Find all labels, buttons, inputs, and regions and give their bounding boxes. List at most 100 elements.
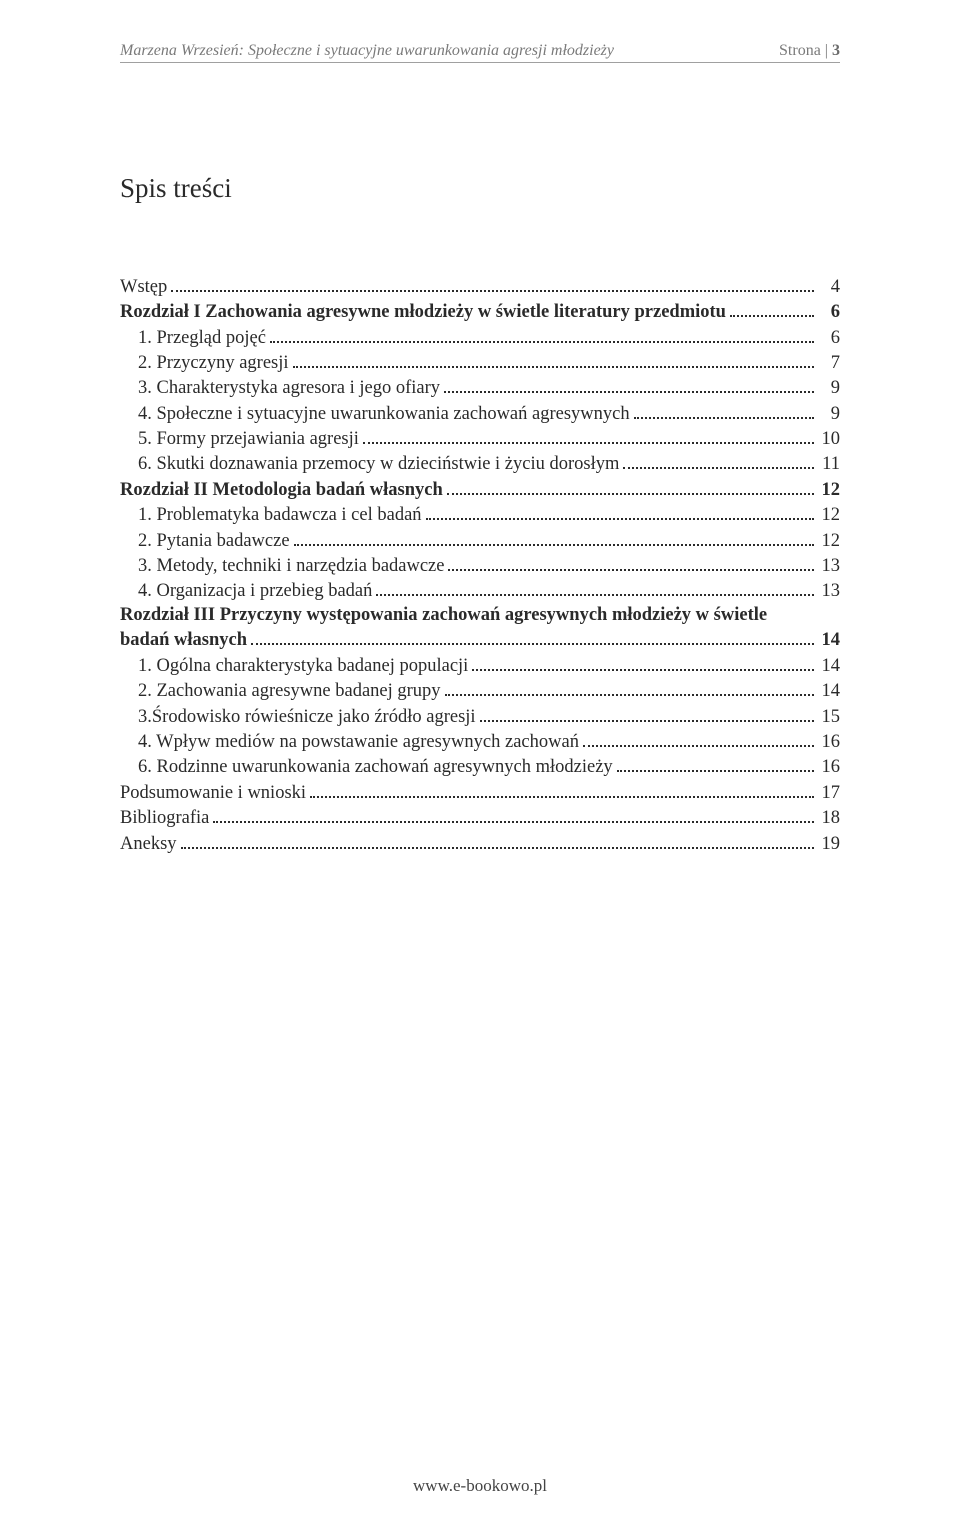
header-page: Strona | 3 xyxy=(779,42,840,60)
toc-leader-dots xyxy=(426,503,814,521)
toc-entry-label: 3. Metody, techniki i narzędzia badawcze xyxy=(138,555,444,579)
toc-leader-dots xyxy=(583,729,814,747)
toc-entry: Rozdział III Przyczyny występowania zach… xyxy=(120,604,840,628)
toc-entry-label: 3. Charakterystyka agresora i jego ofiar… xyxy=(138,377,440,401)
toc-entry: 3.Środowisko rówieśnicze jako źródło agr… xyxy=(120,704,840,729)
toc-entry: badań własnych 14 xyxy=(120,628,840,653)
toc-entry-page: 6 xyxy=(818,301,840,325)
toc-entry-page: 18 xyxy=(818,807,840,831)
toc-entry-label: Podsumowanie i wnioski xyxy=(120,782,306,806)
toc-entry-label: Aneksy xyxy=(120,833,177,857)
toc-entry: 2. Zachowania agresywne badanej grupy 14 xyxy=(120,679,840,704)
toc-leader-dots xyxy=(181,831,814,849)
toc-entry-page: 15 xyxy=(818,706,840,730)
toc-entry: 6. Skutki doznawania przemocy w dziecińs… xyxy=(120,452,840,477)
header-author: Marzena Wrzesień: xyxy=(120,42,244,59)
toc-entry: 5. Formy przejawiania agresji 10 xyxy=(120,426,840,451)
toc-leader-dots xyxy=(444,376,814,394)
header-page-word: Strona xyxy=(779,42,821,59)
toc-leader-dots xyxy=(213,805,814,823)
toc-leader-dots xyxy=(294,528,814,546)
toc-entry-label: Rozdział III Przyczyny występowania zach… xyxy=(120,604,767,628)
toc-entry: 3. Metody, techniki i narzędzia badawcze… xyxy=(120,553,840,578)
toc-leader-dots xyxy=(447,477,814,495)
toc-entry-page: 6 xyxy=(818,327,840,351)
toc-entry-label: Bibliografia xyxy=(120,807,209,831)
toc-entry: 1. Problematyka badawcza i cel badań 12 xyxy=(120,503,840,528)
running-header: Marzena Wrzesień: Społeczne i sytuacyjne… xyxy=(120,42,840,63)
toc-entry-label: Rozdział II Metodologia badań własnych xyxy=(120,479,443,503)
toc-entry: 1. Ogólna charakterystyka badanej popula… xyxy=(120,653,840,678)
toc-entry: Wstęp 4 xyxy=(120,274,840,299)
toc-entry-label: 3.Środowisko rówieśnicze jako źródło agr… xyxy=(138,706,476,730)
toc-leader-dots xyxy=(363,426,814,444)
toc-entry: 6. Rodzinne uwarunkowania zachowań agres… xyxy=(120,755,840,780)
toc-entry: Rozdział I Zachowania agresywne młodzież… xyxy=(120,299,840,324)
toc-leader-dots xyxy=(480,704,814,722)
toc-leader-dots xyxy=(730,299,814,317)
toc-entry-page: 12 xyxy=(818,530,840,554)
toc-entry: Bibliografia 18 xyxy=(120,805,840,830)
header-title: Społeczne i sytuacyjne uwarunkowania agr… xyxy=(248,42,614,59)
toc-entry-label: 2. Przyczyny agresji xyxy=(138,352,289,376)
toc-entry-label: 4. Organizacja i przebieg badań xyxy=(138,580,372,604)
toc-entry: 2. Pytania badawcze 12 xyxy=(120,528,840,553)
toc-entry-page: 11 xyxy=(818,453,840,477)
toc-entry-page: 12 xyxy=(818,504,840,528)
toc-entry-label: 5. Formy przejawiania agresji xyxy=(138,428,359,452)
toc-entry-label: badań własnych xyxy=(120,629,247,653)
toc-entry-page: 14 xyxy=(818,655,840,679)
toc-entry: 3. Charakterystyka agresora i jego ofiar… xyxy=(120,376,840,401)
toc-entry-label: 6. Skutki doznawania przemocy w dziecińs… xyxy=(138,453,619,477)
toc-entry-page: 9 xyxy=(818,403,840,427)
toc-leader-dots xyxy=(445,679,814,697)
toc-leader-dots xyxy=(310,780,814,798)
toc-leader-dots xyxy=(171,274,814,292)
toc-entry-label: 2. Zachowania agresywne badanej grupy xyxy=(138,680,441,704)
toc-leader-dots xyxy=(448,553,814,571)
toc-entry-label: Rozdział I Zachowania agresywne młodzież… xyxy=(120,301,726,325)
toc-entry: Rozdział II Metodologia badań własnych 12 xyxy=(120,477,840,502)
toc-entry-page: 10 xyxy=(818,428,840,452)
toc-entry-label: 6. Rodzinne uwarunkowania zachowań agres… xyxy=(138,756,613,780)
toc-entry: 4. Organizacja i przebieg badań 13 xyxy=(120,579,840,604)
toc-entry-page: 12 xyxy=(818,479,840,503)
toc-entry: 2. Przyczyny agresji 7 xyxy=(120,350,840,375)
toc-entry-page: 16 xyxy=(818,731,840,755)
table-of-contents: Wstęp 4 Rozdział I Zachowania agresywne mł… xyxy=(120,274,840,856)
toc-entry: Podsumowanie i wnioski 17 xyxy=(120,780,840,805)
toc-title: Spis treści xyxy=(120,173,840,204)
toc-entry-page: 19 xyxy=(818,833,840,857)
header-page-number: 3 xyxy=(832,42,840,59)
toc-leader-dots xyxy=(251,628,814,646)
toc-entry-label: 1. Ogólna charakterystyka badanej popula… xyxy=(138,655,468,679)
toc-entry-page: 4 xyxy=(818,276,840,300)
toc-leader-dots xyxy=(617,755,814,773)
toc-entry: 4. Wpływ mediów na powstawanie agresywny… xyxy=(120,729,840,754)
toc-entry-label: 2. Pytania badawcze xyxy=(138,530,290,554)
document-page: Marzena Wrzesień: Społeczne i sytuacyjne… xyxy=(0,0,960,1538)
toc-leader-dots xyxy=(376,579,814,597)
toc-entry-page: 17 xyxy=(818,782,840,806)
toc-entry-page: 16 xyxy=(818,756,840,780)
footer-url: www.e-bookowo.pl xyxy=(0,1476,960,1496)
toc-entry: 4. Społeczne i sytuacyjne uwarunkowania … xyxy=(120,401,840,426)
toc-leader-dots xyxy=(623,452,814,470)
toc-leader-dots xyxy=(634,401,814,419)
toc-entry-label: 4. Społeczne i sytuacyjne uwarunkowania … xyxy=(138,403,630,427)
toc-entry-label: 4. Wpływ mediów na powstawanie agresywny… xyxy=(138,731,579,755)
toc-leader-dots xyxy=(472,653,814,671)
toc-entry-label: 1. Problematyka badawcza i cel badań xyxy=(138,504,422,528)
toc-entry-label: Wstęp xyxy=(120,276,167,300)
toc-entry-page: 14 xyxy=(818,629,840,653)
toc-entry-page: 13 xyxy=(818,555,840,579)
header-author-title: Marzena Wrzesień: Społeczne i sytuacyjne… xyxy=(120,42,614,60)
toc-entry: 1. Przegląd pojęć 6 xyxy=(120,325,840,350)
toc-entry-label: 1. Przegląd pojęć xyxy=(138,327,266,351)
toc-leader-dots xyxy=(293,350,814,368)
toc-entry-page: 14 xyxy=(818,680,840,704)
toc-leader-dots xyxy=(270,325,814,343)
toc-entry-page: 9 xyxy=(818,377,840,401)
toc-entry-page: 7 xyxy=(818,352,840,376)
toc-entry-page: 13 xyxy=(818,580,840,604)
